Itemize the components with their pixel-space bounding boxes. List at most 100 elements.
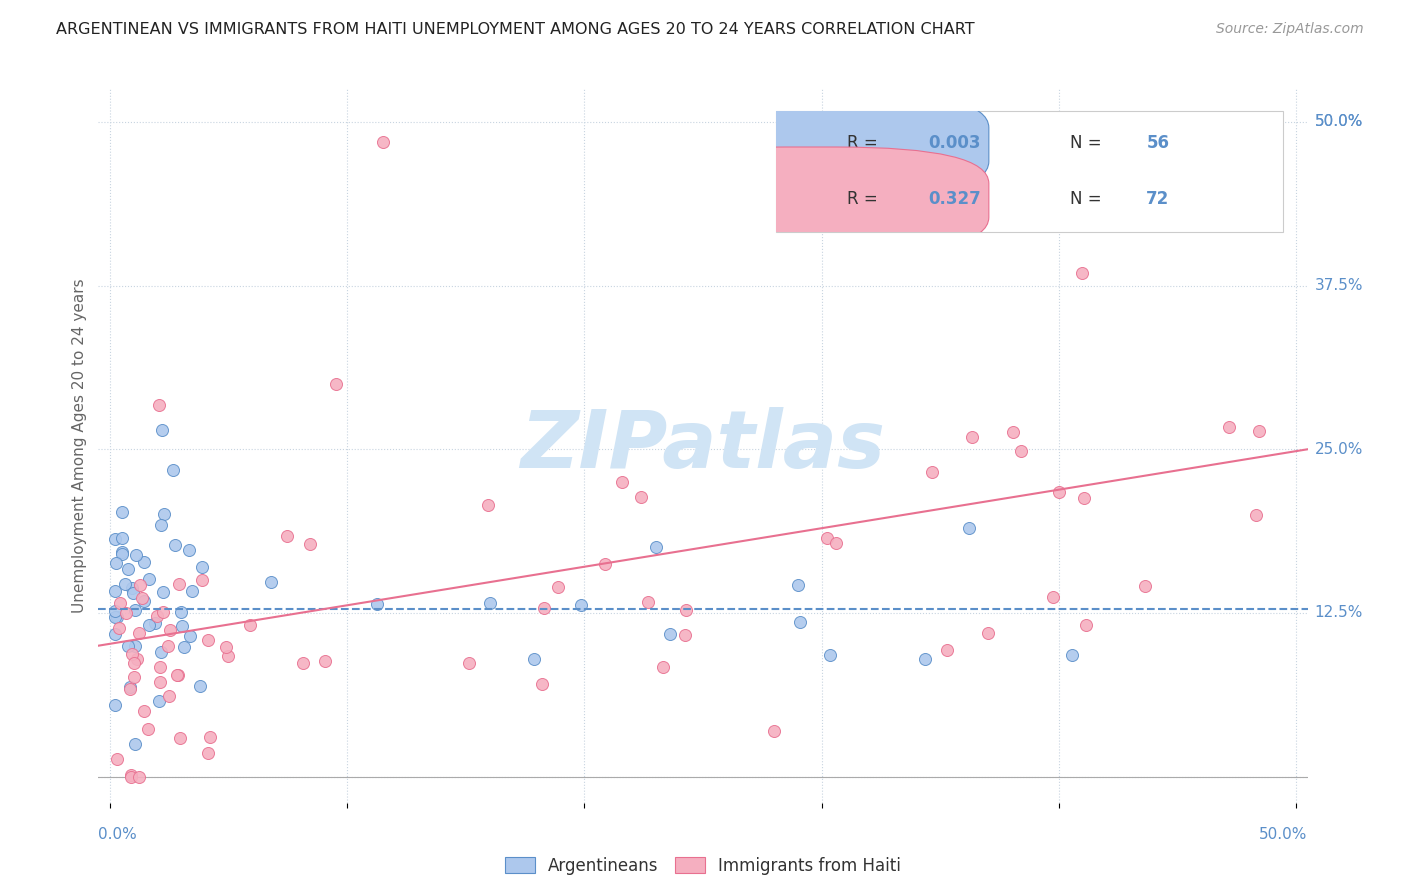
Point (110, 505, 132, 519)
Point (1071, 266, 1094, 280)
Point (125, 652, 148, 666)
Point (105, 556, 128, 570)
Point (134, 594, 156, 608)
Point (138, 572, 160, 586)
Point (921, 465, 943, 479)
Point (107, 622, 129, 636)
Point (569, 599, 592, 613)
Point (957, 521, 980, 535)
Point (651, 659, 673, 673)
Point (197, 746, 219, 760)
Point (156, 639, 179, 653)
Point (366, 597, 388, 611)
Point (637, 595, 659, 609)
Point (148, 694, 170, 708)
Point (976, 625, 998, 640)
Point (1247, 424, 1270, 438)
Point (170, 606, 193, 620)
Point (314, 654, 336, 668)
Point (149, 517, 172, 532)
Point (673, 628, 696, 642)
Text: ARGENTINEAN VS IMMIGRANTS FROM HAITI UNEMPLOYMENT AMONG AGES 20 TO 24 YEARS CORR: ARGENTINEAN VS IMMIGRANTS FROM HAITI UNE… (56, 22, 974, 37)
Point (120, 680, 142, 694)
Point (134, 555, 156, 569)
Point (190, 680, 212, 694)
Point (179, 629, 201, 643)
Point (533, 601, 555, 615)
Point (167, 577, 190, 591)
Point (1042, 591, 1064, 605)
Point (191, 573, 214, 587)
Text: 37.5%: 37.5% (1315, 278, 1362, 293)
Point (458, 656, 481, 670)
Point (239, 618, 262, 632)
Point (111, 531, 134, 545)
Point (1073, 491, 1095, 505)
Point (152, 605, 174, 619)
Point (371, 135, 394, 149)
Point (122, 586, 145, 600)
Text: 12.5%: 12.5% (1315, 606, 1362, 621)
Point (786, 578, 808, 592)
Point (820, 648, 842, 662)
Point (125, 548, 148, 562)
Point (1062, 648, 1084, 663)
Point (104, 533, 127, 547)
Text: 50.0%: 50.0% (1315, 114, 1362, 129)
Point (104, 583, 127, 598)
Point (292, 656, 315, 670)
Point (610, 475, 633, 490)
Point (1244, 508, 1267, 522)
Legend: Argentineans, Immigrants from Haiti: Argentineans, Immigrants from Haiti (505, 856, 901, 875)
Point (1001, 425, 1024, 439)
Point (122, 670, 145, 684)
Point (1010, 443, 1032, 458)
Point (114, 577, 136, 591)
Point (166, 667, 188, 681)
Point (675, 603, 697, 617)
Point (131, 591, 153, 606)
Text: Source: ZipAtlas.com: Source: ZipAtlas.com (1216, 22, 1364, 37)
Text: 0.0%: 0.0% (98, 827, 138, 841)
Point (197, 633, 219, 648)
Point (936, 642, 959, 657)
Point (1047, 485, 1070, 500)
Point (531, 677, 554, 691)
Point (104, 610, 127, 624)
Point (117, 562, 139, 576)
Point (276, 529, 298, 543)
Text: 50.0%: 50.0% (1260, 827, 1308, 841)
Point (105, 610, 128, 624)
Point (157, 689, 180, 703)
Point (914, 652, 936, 666)
Point (523, 652, 546, 666)
Point (111, 547, 134, 561)
Point (298, 537, 321, 551)
Point (162, 463, 184, 477)
Point (104, 698, 127, 712)
Point (260, 574, 283, 589)
Point (179, 543, 201, 558)
Point (104, 627, 127, 641)
Point (200, 731, 222, 745)
Point (173, 640, 195, 654)
Point (121, 647, 143, 661)
Point (124, 738, 146, 752)
Point (215, 640, 238, 654)
Point (172, 618, 194, 632)
Point (149, 660, 172, 674)
Point (124, 639, 146, 653)
Point (121, 581, 143, 595)
Text: 50.0%: 50.0% (1315, 114, 1362, 129)
Point (217, 649, 239, 664)
Point (180, 584, 202, 599)
Point (129, 577, 152, 591)
Point (595, 557, 617, 571)
Point (120, 770, 142, 784)
Point (159, 623, 181, 637)
Point (547, 580, 569, 594)
Point (962, 430, 984, 444)
Point (815, 532, 838, 546)
Point (479, 596, 502, 610)
Point (117, 639, 139, 653)
